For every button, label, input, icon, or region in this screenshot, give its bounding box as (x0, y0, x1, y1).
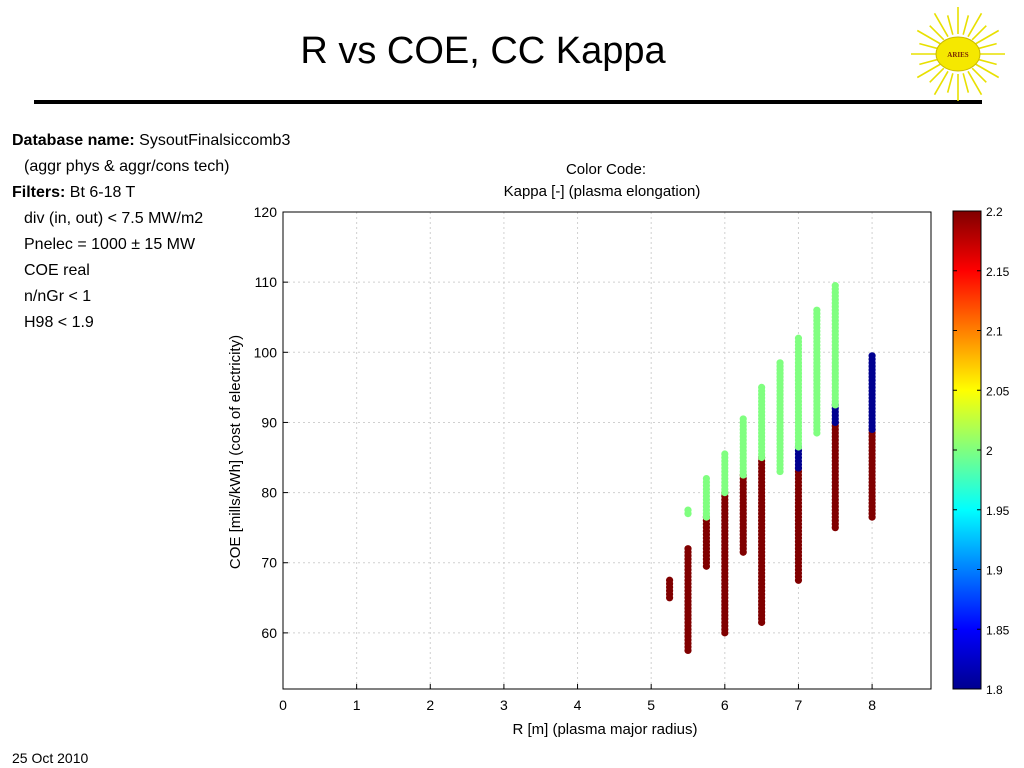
data-point (758, 383, 766, 391)
chart-title: Color Code: (566, 161, 646, 178)
x-tick-label: 5 (647, 697, 655, 713)
colorbar-tick-label: 2.1 (986, 325, 1003, 339)
filter-item: COE real (24, 262, 90, 279)
data-point (721, 450, 729, 458)
filters-line: Filters: Bt 6-18 T (12, 180, 290, 206)
x-tick-label: 8 (868, 697, 876, 713)
colorbar-tick-label: 1.8 (986, 683, 1003, 697)
y-tick-label: 90 (261, 414, 277, 430)
database-line: Database name: SysoutFinalsiccomb3 (12, 128, 290, 154)
footer-date: 25 Oct 2010 (12, 750, 89, 766)
database-note: (aggr phys & aggr/cons tech) (24, 158, 230, 175)
data-point (684, 506, 692, 514)
y-tick-label: 80 (261, 485, 277, 501)
filter-item: div (in, out) < 7.5 MW/m2 (24, 210, 204, 227)
filter-item: Pnelec = 1000 ± 15 MW (24, 236, 196, 253)
data-point (868, 352, 876, 360)
data-point (831, 282, 839, 290)
database-label: Database name: (12, 132, 135, 149)
x-tick-label: 3 (500, 697, 508, 713)
y-tick-label: 110 (255, 274, 278, 290)
data-point (794, 334, 803, 342)
colorbar-tick-label: 1.85 (986, 623, 1010, 637)
data-point (739, 415, 747, 423)
colorbar-tick-label: 2.05 (986, 384, 1010, 398)
colorbar-tick-label: 2 (986, 444, 993, 458)
aries-logo-text: ARIES (947, 51, 969, 59)
colorbar (952, 210, 982, 690)
colorbar-tick-label: 2.15 (986, 265, 1010, 279)
y-axis-label: COE [mills/kWh] (cost of electricity) (227, 335, 244, 569)
x-tick-label: 2 (426, 697, 434, 713)
x-tick-label: 7 (795, 697, 803, 713)
chart-subtitle: Kappa [-] (plasma elongation) (504, 183, 701, 200)
y-tick-label: 100 (254, 344, 278, 360)
database-value: SysoutFinalsiccomb3 (139, 132, 291, 149)
y-tick-label: 60 (261, 625, 277, 641)
aries-logo: ARIES (911, 7, 1005, 101)
info-panel: Database name: SysoutFinalsiccomb3 (aggr… (12, 128, 290, 336)
slide-title: R vs COE, CC Kappa (300, 30, 666, 72)
filter-bt: Bt 6-18 T (69, 184, 136, 201)
data-point (702, 474, 711, 483)
filters-label: Filters: (12, 184, 66, 201)
data-point (776, 359, 784, 367)
filter-item: n/nGr < 1 (24, 288, 92, 305)
x-tick-label: 1 (353, 697, 361, 713)
x-tick-label: 0 (279, 697, 287, 713)
filter-item: H98 < 1.9 (24, 314, 94, 331)
plot-frame (282, 211, 932, 690)
colorbar-tick-label: 2.2 (986, 205, 1003, 219)
colorbar-tick-label: 1.9 (986, 564, 1003, 578)
y-tick-label: 70 (261, 555, 277, 571)
colorbar-tick-label: 1.95 (986, 504, 1010, 518)
data-point (813, 306, 821, 314)
data-point (665, 576, 674, 584)
y-tick-label: 120 (254, 204, 278, 220)
x-tick-label: 6 (721, 697, 729, 713)
x-tick-label: 4 (574, 697, 582, 713)
data-point (684, 545, 692, 553)
title-divider (34, 100, 982, 104)
x-axis-label: R [m] (plasma major radius) (512, 721, 697, 738)
